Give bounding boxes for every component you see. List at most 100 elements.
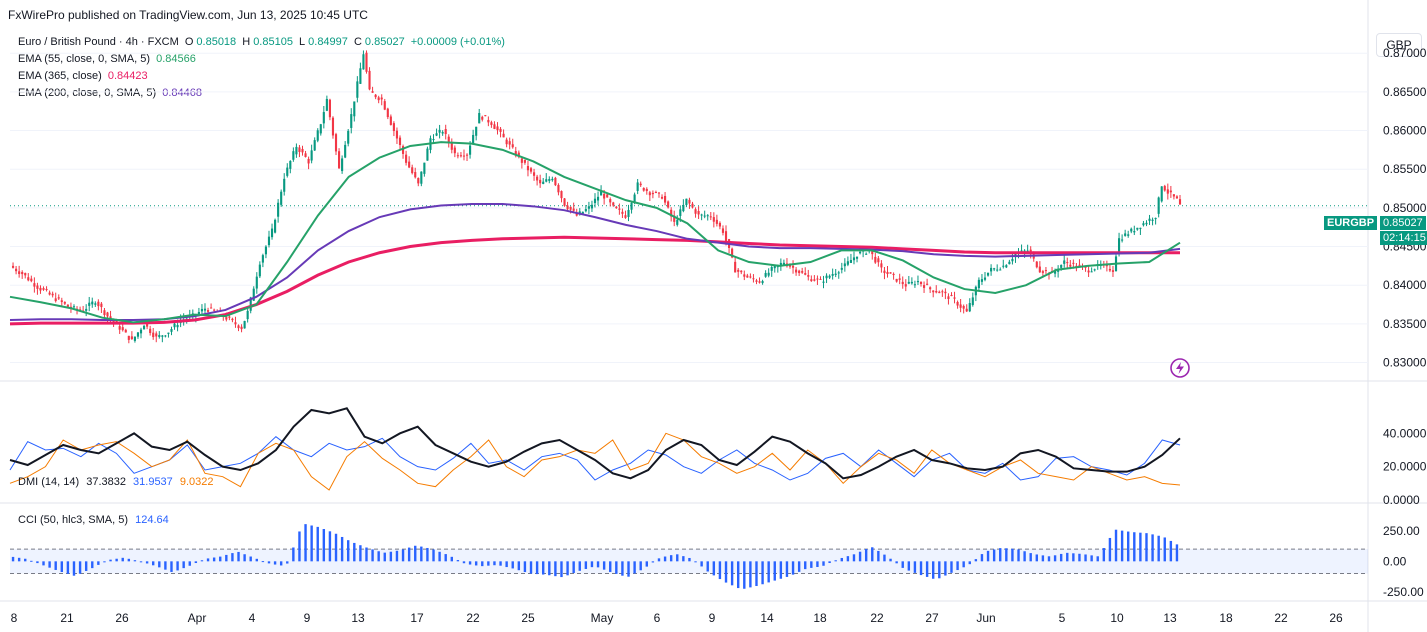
candle-body [993, 268, 996, 270]
candle-body [289, 160, 292, 169]
cci-bar [347, 540, 350, 562]
candle-body [755, 280, 758, 282]
cci-bar [462, 561, 466, 564]
cci-bar [1047, 556, 1051, 562]
cci-bar [1133, 532, 1136, 562]
cci-bar [572, 561, 575, 574]
candle-body [60, 300, 63, 303]
cci-bar [584, 561, 588, 569]
cci-bar [877, 550, 880, 562]
cci-bar [255, 558, 258, 562]
time-tick-label: 6 [654, 611, 661, 625]
cci-bar [389, 551, 393, 562]
cci-bar [694, 561, 697, 563]
cci-bar [535, 561, 539, 575]
candle-body [1011, 258, 1014, 262]
candle-body [520, 158, 523, 163]
cci-bar [267, 561, 271, 564]
cci-bar [279, 561, 283, 566]
candle-body [219, 310, 222, 312]
candle-body [1005, 265, 1008, 268]
candle-body [581, 211, 584, 214]
candle-body [740, 270, 743, 273]
candle-body [721, 228, 725, 233]
candle-body [1035, 261, 1038, 268]
candle-body [761, 281, 764, 284]
candle-body [298, 147, 301, 152]
cci-bar [974, 559, 978, 562]
cci-bar [481, 561, 484, 567]
cci-bar [1029, 553, 1032, 562]
time-tick-label: Apr [188, 611, 207, 625]
candle-body [953, 297, 956, 299]
candle-body [886, 271, 889, 275]
cci-bar [109, 559, 112, 562]
currency-button[interactable]: GBP [1376, 33, 1422, 57]
cci-bar [682, 556, 685, 562]
candle-body [411, 167, 414, 174]
cci-bar [1066, 552, 1069, 562]
dmi-tick-label: 0.0000 [1383, 493, 1420, 507]
candle-body [813, 279, 816, 281]
price-tick-label: 0.85000 [1383, 201, 1427, 215]
candle-body [45, 288, 48, 291]
cci-bar [261, 561, 265, 563]
candle-body [749, 276, 752, 278]
candle-body [892, 273, 895, 276]
price-axis: 0.870000.865000.860000.855000.850000.845… [1383, 46, 1427, 369]
candle-body [1154, 217, 1157, 220]
dmi-minus-value: 9.0322 [179, 476, 214, 488]
candle-body [746, 275, 749, 278]
candle-body [15, 268, 18, 272]
cci-bar [450, 556, 453, 562]
ema365-value: 0.84423 [107, 70, 148, 82]
candle-body [1014, 254, 1017, 258]
cci-bar [286, 561, 289, 564]
cci-bar [17, 557, 21, 562]
cci-bar [212, 557, 216, 562]
candle-body [255, 276, 258, 289]
cci-bar [511, 561, 514, 569]
candle-body [502, 133, 505, 138]
cci-bar [907, 561, 911, 571]
candle-body [331, 117, 335, 136]
candle-body [33, 283, 36, 287]
candle-body [596, 196, 600, 201]
cci-bar [743, 561, 746, 589]
candle-body [469, 145, 472, 155]
cci-bar [334, 533, 338, 562]
candle-body [142, 325, 146, 330]
cci-bar [913, 561, 917, 573]
candle-body [438, 129, 441, 133]
flash-icon[interactable] [1169, 357, 1191, 379]
candle-body [362, 54, 365, 70]
time-tick-label: 13 [1163, 611, 1177, 625]
candle-body [136, 332, 140, 337]
ema365-legend[interactable]: EMA (365, close) 0.84423 [18, 70, 148, 82]
cci-bar [200, 560, 204, 562]
candle-body [889, 272, 892, 274]
cci-bar [292, 547, 295, 562]
candle-body [493, 124, 496, 129]
candle-body [484, 115, 487, 117]
cci-bar [304, 524, 307, 562]
ema55-legend[interactable]: EMA (55, close, 0, SMA, 5) 0.84566 [18, 53, 196, 65]
candle-body [654, 191, 658, 193]
candle-body [1084, 266, 1087, 268]
cci-legend[interactable]: CCI (50, hlc3, SMA, 5) 124.64 [18, 514, 169, 526]
candle-body [118, 326, 121, 330]
candle-body [106, 312, 109, 317]
candle-body [676, 219, 679, 225]
cci-bar [145, 561, 149, 564]
candle-body [1017, 252, 1020, 254]
candle-body [173, 323, 176, 328]
candle-body [773, 265, 776, 269]
cci-bar [810, 561, 813, 568]
dmi-legend[interactable]: DMI (14, 14) 37.3832 31.9537 9.0322 [18, 476, 214, 488]
candle-body [578, 211, 581, 215]
ema200-legend[interactable]: EMA (200, close, 0, SMA, 5) 0.84468 [18, 87, 202, 99]
candle-body [319, 124, 322, 134]
cci-bar [749, 561, 752, 588]
candle-body [490, 122, 493, 125]
